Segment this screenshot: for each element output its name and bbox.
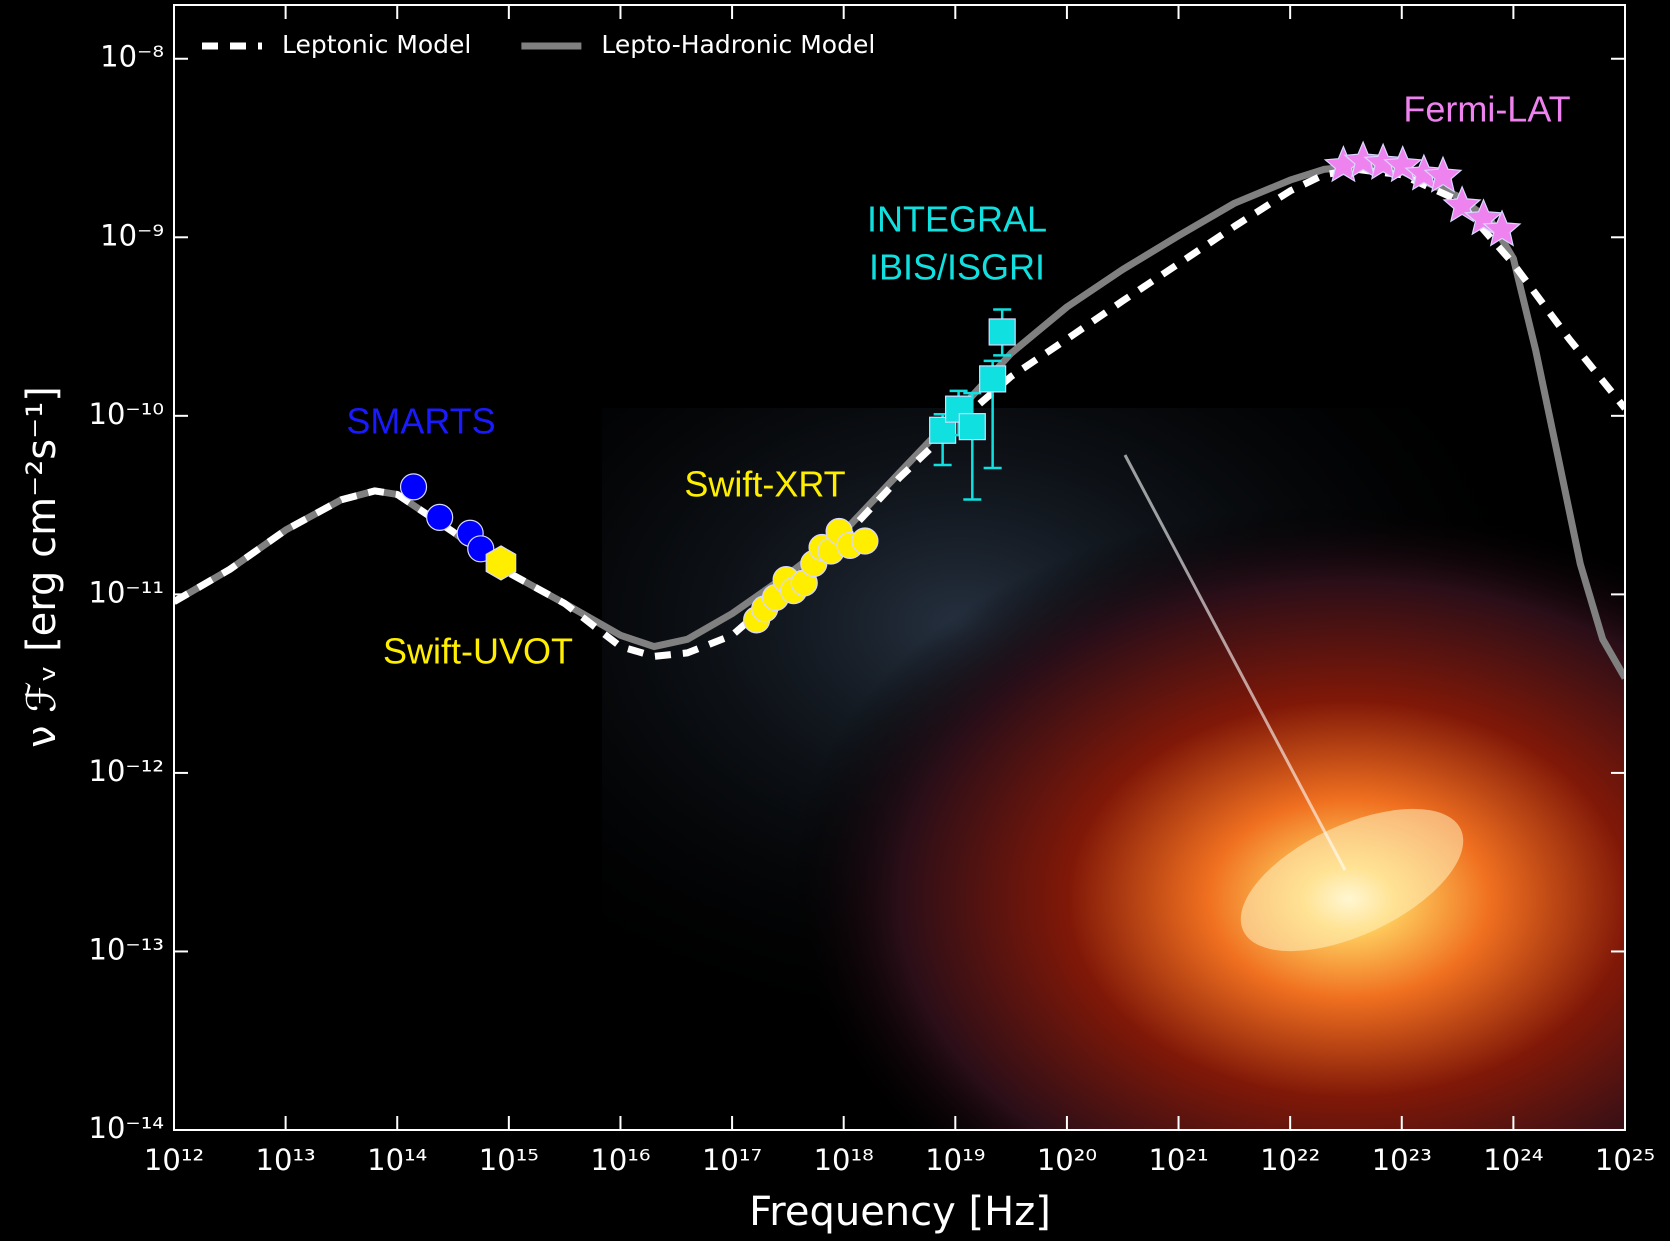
dataset-label: INTEGRAL — [867, 199, 1047, 240]
dataset-label: Swift-UVOT — [383, 631, 573, 672]
data-point — [1423, 155, 1463, 193]
dataset-label: SMARTS — [346, 401, 495, 442]
art-glow — [602, 408, 1625, 1130]
y-tick-label: 10⁻⁹ — [100, 218, 164, 252]
dataset-label: IBIS/ISGRI — [869, 247, 1045, 288]
x-axis-title: Frequency [Hz] — [749, 1189, 1051, 1235]
x-tick-label: 10²⁰ — [1037, 1143, 1097, 1177]
plot-area — [174, 140, 1625, 680]
x-tick-label: 10²³ — [1372, 1143, 1432, 1177]
x-tick-label: 10¹⁸ — [814, 1143, 874, 1177]
plot-frame — [173, 4, 1626, 1131]
data-point — [1482, 209, 1522, 247]
error-bar — [963, 391, 982, 501]
x-tick-label: 10²¹ — [1148, 1143, 1208, 1177]
y-axis-title: ν ℱᵥ [erg cm⁻²s⁻¹] — [19, 386, 65, 748]
dataset-label: Swift-XRT — [684, 464, 845, 505]
x-tick-label: 10¹² — [144, 1143, 204, 1177]
x-tick-label: 10²⁴ — [1483, 1143, 1543, 1177]
data-point — [851, 527, 879, 555]
y-tick-label: 10⁻¹¹ — [89, 575, 164, 609]
y-tick-label: 10⁻¹⁴ — [89, 1111, 164, 1145]
x-tick-label: 10²⁵ — [1595, 1143, 1655, 1177]
data-point — [485, 545, 517, 581]
x-tick-label: 10¹⁴ — [367, 1143, 427, 1177]
y-tick-label: 10⁻¹⁰ — [89, 397, 164, 431]
data-point — [426, 503, 454, 531]
data-point — [1404, 153, 1444, 191]
dataset-label: Fermi-LAT — [1403, 89, 1570, 130]
data-point — [1363, 142, 1403, 180]
x-tick-label: 10¹³ — [256, 1143, 316, 1177]
x-tick-label: 10¹⁶ — [590, 1143, 650, 1177]
background-art — [602, 408, 1625, 1130]
data-point — [979, 365, 1007, 393]
art-disk — [1240, 808, 1464, 952]
data-point — [958, 413, 986, 441]
legend-label: Leptonic Model — [282, 30, 471, 59]
data-point — [399, 473, 428, 501]
x-tick-label: 10¹⁵ — [479, 1143, 539, 1177]
y-tick-label: 10⁻¹³ — [89, 932, 164, 966]
data-point — [1343, 140, 1383, 178]
y-tick-label: 10⁻⁸ — [100, 40, 164, 74]
art-jet — [1123, 454, 1347, 871]
x-tick-label: 10¹⁷ — [702, 1143, 762, 1177]
y-tick-label: 10⁻¹² — [89, 754, 164, 788]
x-tick-label: 10¹⁹ — [925, 1143, 985, 1177]
data-point — [988, 318, 1016, 346]
legend-label: Lepto-Hadronic Model — [601, 30, 875, 59]
x-tick-label: 10²² — [1260, 1143, 1320, 1177]
